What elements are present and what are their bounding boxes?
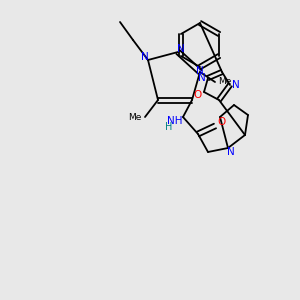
Text: O: O: [194, 90, 202, 100]
Text: NH: NH: [167, 116, 183, 126]
Text: N: N: [196, 66, 204, 76]
Text: Me: Me: [218, 77, 232, 86]
Text: N: N: [141, 52, 149, 62]
Text: Me: Me: [128, 112, 142, 122]
Text: N: N: [177, 44, 185, 54]
Text: N: N: [232, 80, 240, 90]
Text: H: H: [165, 122, 173, 132]
Text: N: N: [198, 73, 206, 83]
Text: N: N: [227, 147, 235, 157]
Text: O: O: [217, 117, 225, 127]
